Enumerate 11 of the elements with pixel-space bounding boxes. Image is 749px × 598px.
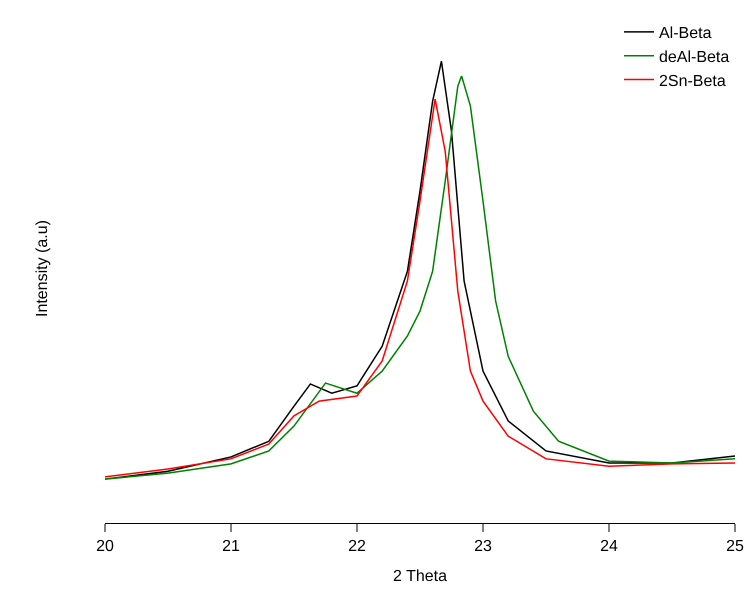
- x-tick-label: 22: [348, 538, 366, 556]
- y-axis-title: Intensity (a.u): [34, 220, 51, 317]
- x-tick-label: 24: [600, 538, 618, 556]
- legend-label: deAl-Beta: [659, 48, 730, 66]
- x-tick-label: 23: [474, 538, 492, 556]
- legend-label: 2Sn-Beta: [659, 72, 726, 90]
- legend-label: Al-Beta: [659, 25, 712, 42]
- x-tick-label: 20: [96, 538, 114, 556]
- x-tick-label: 25: [726, 538, 744, 556]
- x-axis-title: 2 Theta: [393, 568, 448, 585]
- x-tick-label: 21: [222, 538, 240, 556]
